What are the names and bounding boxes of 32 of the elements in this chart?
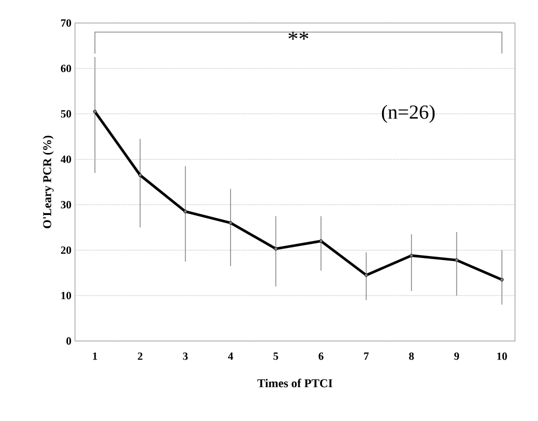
x-tick-label: 9: [454, 352, 460, 360]
y-tick-label: 40: [60, 156, 72, 163]
x-tick-label: 10: [497, 352, 507, 360]
point: [138, 173, 142, 178]
y-tick-label: 0: [66, 337, 72, 345]
x-tick-label: 4: [228, 352, 234, 360]
point: [274, 246, 278, 251]
point: [454, 258, 459, 262]
point: [228, 221, 232, 225]
x-tick-label: 5: [273, 352, 278, 360]
x-axis-title: Times of PTCI: [257, 378, 332, 388]
y-tick-label: 50: [60, 110, 72, 118]
x-tick-label: 7: [364, 352, 369, 360]
point: [184, 210, 188, 214]
x-tick-label: 3: [183, 352, 188, 360]
x-tick-label: 1: [93, 352, 98, 360]
point: [319, 239, 323, 243]
y-tick-label: 70: [61, 19, 72, 27]
annotation: (n=26): [382, 104, 435, 123]
point: [500, 278, 504, 282]
annotation: **: [288, 32, 308, 40]
point: [364, 273, 368, 277]
y-tick-label: 30: [60, 201, 72, 208]
point: [93, 110, 97, 114]
x-tick-label: 2: [138, 352, 142, 360]
y-axis-title: O'Leary PCR (%): [42, 136, 54, 228]
y-tick-label: 60: [60, 64, 72, 72]
point: [410, 254, 414, 258]
y-tick-label: 20: [60, 246, 72, 254]
x-tick-label: 8: [409, 352, 414, 360]
y-tick-label: 10: [61, 292, 72, 300]
x-tick-label: 6: [318, 352, 324, 360]
